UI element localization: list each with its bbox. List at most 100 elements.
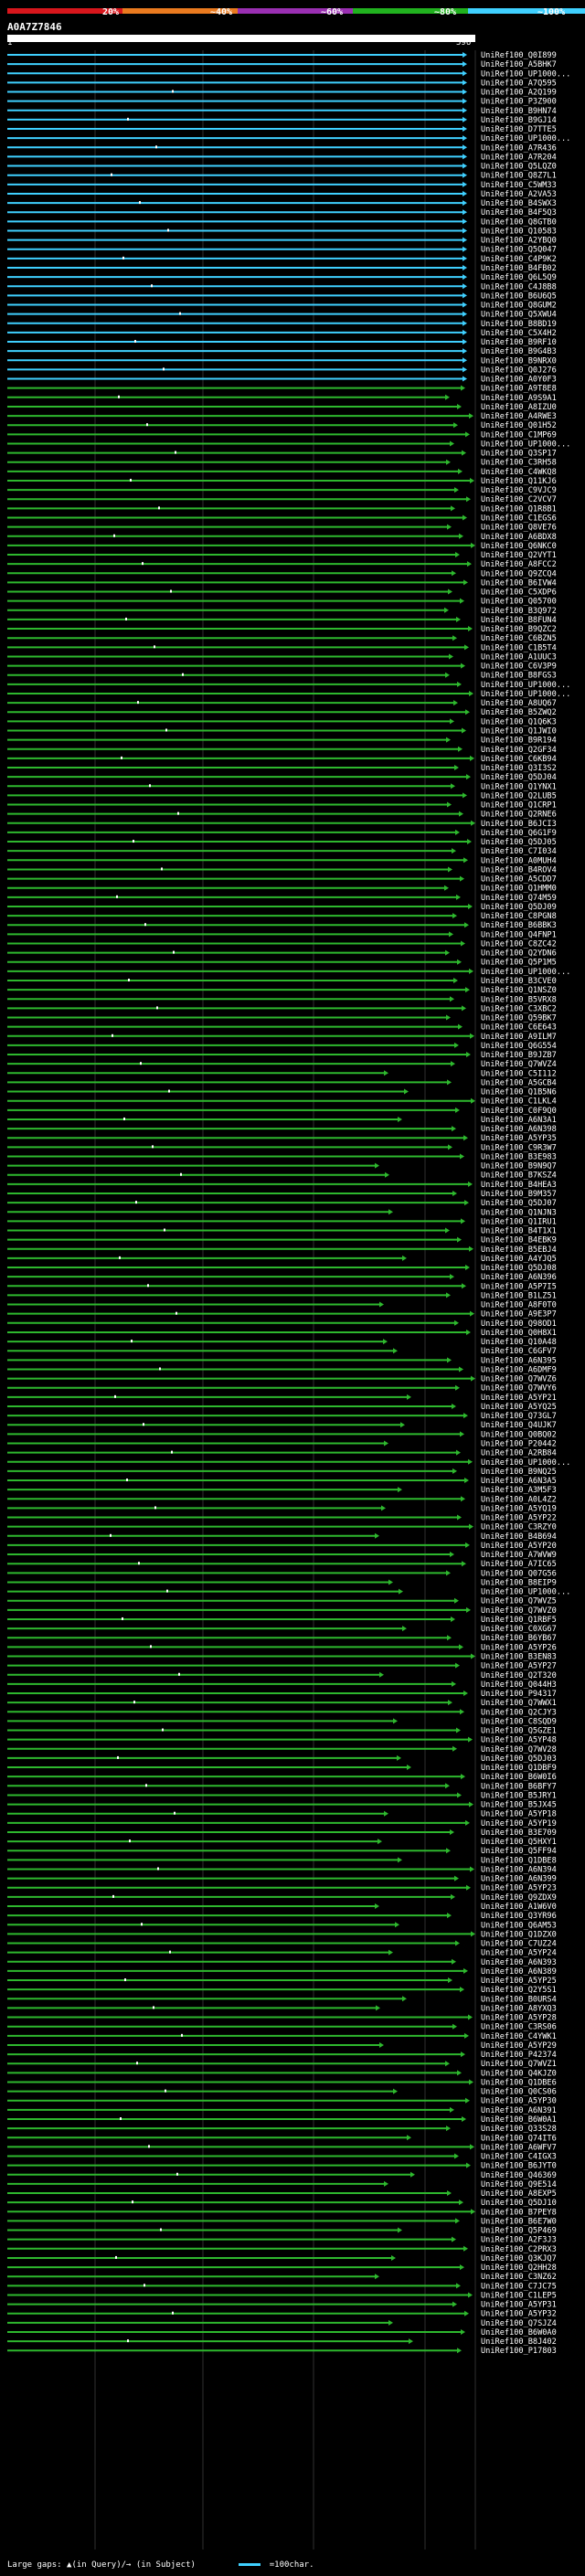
hit-label[interactable]: UniRef100_B5ZWQ2 (481, 708, 557, 717)
hit-label[interactable]: UniRef100_A5YP35 (481, 1134, 557, 1143)
hit-label[interactable]: UniRef100_Q8GUM2 (481, 302, 557, 311)
hit-label[interactable]: UniRef100_Q4UJK7 (481, 1421, 557, 1430)
hit-label[interactable]: UniRef100_Q4FNP1 (481, 930, 557, 939)
hit-label[interactable]: UniRef100_Q6L5Q9 (481, 273, 557, 282)
hit-label[interactable]: UniRef100_Q7WV28 (481, 1745, 557, 1754)
hit-label[interactable]: UniRef100_Q73GL7 (481, 1412, 557, 1421)
hit-label[interactable]: UniRef100_A1W6V0 (481, 1903, 557, 1912)
hit-label[interactable]: UniRef100_C5X4H2 (481, 329, 557, 338)
hit-label[interactable]: UniRef100_Q1NSZ0 (481, 986, 557, 995)
hit-label[interactable]: UniRef100_B8J402 (481, 2337, 557, 2347)
hit-label[interactable]: UniRef100_Q5Q047 (481, 246, 557, 255)
hit-label[interactable]: UniRef100_A5YQ19 (481, 1504, 557, 1513)
hit-label[interactable]: UniRef100_C5XDP6 (481, 588, 557, 598)
hit-label[interactable]: UniRef100_Q1DBF9 (481, 1764, 557, 1773)
hit-label[interactable]: UniRef100_Q7WVZ1 (481, 2060, 557, 2069)
hit-label[interactable]: UniRef100_C9R3W7 (481, 1143, 557, 1152)
hit-label[interactable]: UniRef100_Q2HH28 (481, 2263, 557, 2273)
hit-label[interactable]: UniRef100_Q5LQZ0 (481, 163, 557, 172)
hit-label[interactable]: UniRef100_C0F9Q0 (481, 1107, 557, 1116)
hit-label[interactable]: UniRef100_C4WKQ8 (481, 468, 557, 477)
hit-label[interactable]: UniRef100_A8YXQ3 (481, 2004, 557, 2013)
hit-label[interactable]: UniRef100_C1B5T4 (481, 643, 557, 652)
hit-label[interactable]: UniRef100_Q1DBE8 (481, 1856, 557, 1865)
hit-label[interactable]: UniRef100_A5GCB4 (481, 1078, 557, 1087)
hit-label[interactable]: UniRef100_Q7WVY6 (481, 1384, 557, 1394)
hit-label[interactable]: UniRef100_B9QZC2 (481, 625, 557, 634)
hit-label[interactable]: UniRef100_Q07G56 (481, 1569, 557, 1578)
hit-label[interactable]: UniRef100_C6V3P9 (481, 663, 557, 672)
hit-label[interactable]: UniRef100_C8ZC42 (481, 939, 557, 949)
hit-label[interactable]: UniRef100_Q1DZX0 (481, 1930, 557, 1939)
hit-label[interactable]: UniRef100_Q6G554 (481, 1042, 557, 1051)
hit-label[interactable]: UniRef100_Q2GF34 (481, 746, 557, 755)
hit-label[interactable]: UniRef100_C6KB94 (481, 755, 557, 764)
hit-label[interactable]: UniRef100_Q3SP17 (481, 450, 557, 459)
hit-label[interactable]: UniRef100_Q3YR96 (481, 1912, 557, 1921)
hit-label[interactable]: UniRef100_Q0I899 (481, 51, 557, 60)
hit-label[interactable]: UniRef100_Q7WVZ5 (481, 1597, 557, 1606)
hit-label[interactable]: UniRef100_Q1RBF5 (481, 1616, 557, 1625)
hit-label[interactable]: UniRef100_B9HN74 (481, 107, 557, 116)
hit-label[interactable]: UniRef100_Q2T320 (481, 1671, 557, 1680)
hit-label[interactable]: UniRef100_A9E3P7 (481, 1310, 557, 1320)
hit-label[interactable]: UniRef100_B4HEA3 (481, 1181, 557, 1190)
hit-label[interactable]: UniRef100_Q5P1M5 (481, 959, 557, 968)
hit-label[interactable]: UniRef100_Q3I3S2 (481, 764, 557, 773)
hit-label[interactable]: UniRef100_Q8GTB0 (481, 217, 557, 227)
hit-label[interactable]: UniRef100_C0XG67 (481, 1625, 557, 1634)
hit-label[interactable]: UniRef100_B4T1X1 (481, 1227, 557, 1236)
hit-label[interactable]: UniRef100_C4IGX3 (481, 2153, 557, 2162)
hit-label[interactable]: UniRef100_B5JX45 (481, 1801, 557, 1810)
hit-label[interactable]: UniRef100_B4EBK9 (481, 1236, 557, 1246)
hit-label[interactable]: UniRef100_Q5P469 (481, 2227, 557, 2236)
hit-label[interactable]: UniRef100_A5YP29 (481, 2041, 557, 2051)
hit-label[interactable]: UniRef100_C3XBC2 (481, 1004, 557, 1013)
hit-label[interactable]: UniRef100_A6N3A5 (481, 1477, 557, 1486)
hit-label[interactable]: UniRef100_Q1R8B1 (481, 504, 557, 514)
hit-label[interactable]: UniRef100_B8BD19 (481, 320, 557, 329)
hit-label[interactable]: UniRef100_B9R194 (481, 737, 557, 746)
hit-label[interactable]: UniRef100_A5YP21 (481, 1394, 557, 1403)
hit-label[interactable]: UniRef100_Q1HMM0 (481, 885, 557, 894)
hit-label[interactable]: UniRef100_P20442 (481, 1440, 557, 1449)
hit-label[interactable]: UniRef100_P94317 (481, 1690, 557, 1699)
hit-label[interactable]: UniRef100_B7PEY8 (481, 2208, 557, 2217)
hit-label[interactable]: UniRef100_B3Q972 (481, 607, 557, 616)
hit-label[interactable]: UniRef100_Q5DJ09 (481, 903, 557, 912)
hit-label[interactable]: UniRef100_A6N389 (481, 1967, 557, 1977)
hit-label[interactable]: UniRef100_B4B694 (481, 1532, 557, 1542)
hit-label[interactable]: UniRef100_C7UZ24 (481, 1940, 557, 1949)
hit-label[interactable]: UniRef100_A5YP30 (481, 2097, 557, 2106)
hit-label[interactable]: UniRef100_C5I112 (481, 1069, 557, 1078)
hit-label[interactable]: UniRef100_A5YP22 (481, 1514, 557, 1523)
hit-label[interactable]: UniRef100_Q7WVZ0 (481, 1606, 557, 1616)
hit-label[interactable]: UniRef100_B7KSZ4 (481, 1171, 557, 1181)
hit-label[interactable]: UniRef100_Q2YDN6 (481, 949, 557, 959)
hit-label[interactable]: UniRef100_UP1000... (481, 440, 570, 449)
hit-label[interactable]: UniRef100_P3Z900 (481, 98, 557, 107)
hit-label[interactable]: UniRef100_A2Q199 (481, 89, 557, 98)
hit-label[interactable]: UniRef100_A5YP48 (481, 1736, 557, 1745)
hit-label[interactable]: UniRef100_A6N396 (481, 1273, 557, 1282)
hit-label[interactable]: UniRef100_Q33S28 (481, 2125, 557, 2134)
hit-label[interactable]: UniRef100_B6YB67 (481, 1634, 557, 1643)
hit-label[interactable]: UniRef100_Q5DJ07 (481, 1199, 557, 1208)
hit-label[interactable]: UniRef100_B6JYT0 (481, 2162, 557, 2171)
hit-label[interactable]: UniRef100_Q8VE76 (481, 524, 557, 533)
hit-label[interactable]: UniRef100_A6N399 (481, 1875, 557, 1884)
hit-label[interactable]: UniRef100_A6WFV7 (481, 2143, 557, 2152)
hit-label[interactable]: UniRef100_C7I034 (481, 847, 557, 856)
hit-label[interactable]: UniRef100_A5YP25 (481, 1977, 557, 1986)
hit-label[interactable]: UniRef100_B3E709 (481, 1829, 557, 1838)
hit-label[interactable]: UniRef100_Q0H8X1 (481, 1329, 557, 1338)
hit-label[interactable]: UniRef100_A9T8E8 (481, 385, 557, 394)
hit-label[interactable]: UniRef100_B6IVW4 (481, 578, 557, 588)
hit-label[interactable]: UniRef100_Q6AM53 (481, 1921, 557, 1930)
hit-label[interactable]: UniRef100_Q2VYT1 (481, 551, 557, 560)
hit-label[interactable]: UniRef100_Q01H52 (481, 421, 557, 430)
hit-label[interactable]: UniRef100_Q11KJ6 (481, 477, 557, 486)
hit-label[interactable]: UniRef100_B8FUN4 (481, 616, 557, 625)
hit-label[interactable]: UniRef100_Q2RNE6 (481, 811, 557, 820)
hit-label[interactable]: UniRef100_B9N9Q7 (481, 1162, 557, 1171)
